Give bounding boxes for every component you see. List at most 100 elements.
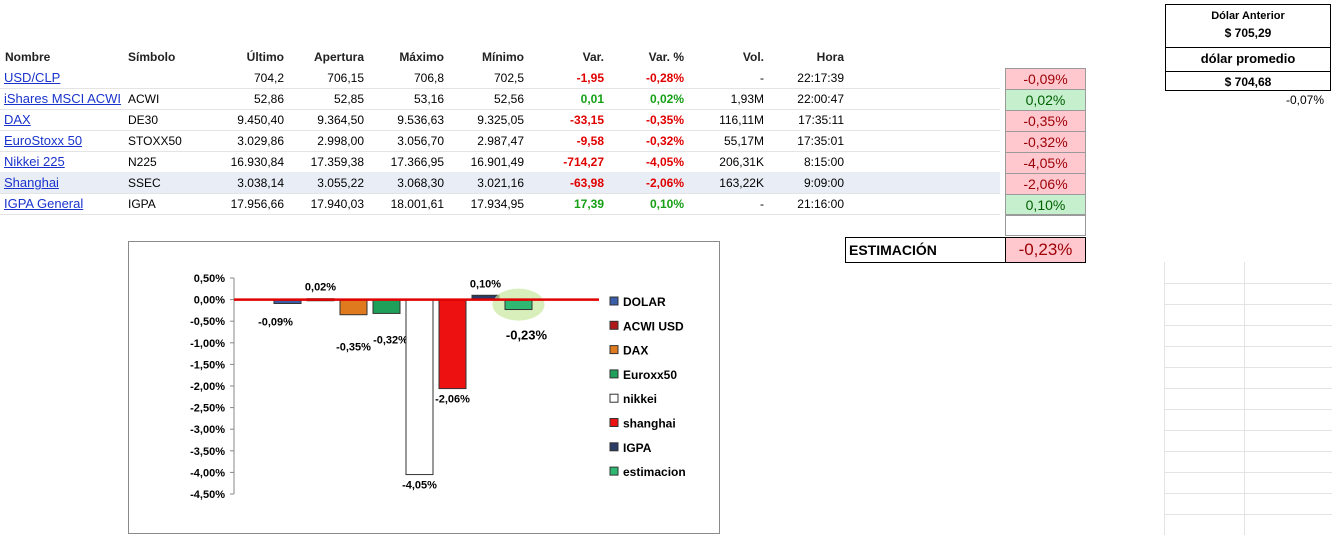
cell-var: -63,98 [569, 176, 604, 190]
grid-line [1164, 388, 1332, 389]
side-pct-cell: -0,35% [1005, 110, 1086, 132]
header-simbolo: Símbolo [128, 50, 176, 64]
cell-open: 52,85 [333, 92, 364, 106]
grid-line [1164, 304, 1332, 305]
table-row: Nikkei 225 N225 16.930,84 17.359,38 17.366,9… [0, 151, 1000, 173]
grid-line [1164, 367, 1332, 368]
data-label: -4,05% [402, 480, 437, 492]
y-tick-label: -2,00% [190, 381, 225, 393]
grid-line [1164, 430, 1332, 431]
y-tick-label: 0,00% [194, 295, 225, 307]
cell-vol: 116,11M [719, 113, 764, 127]
instrument-link[interactable]: DAX [4, 112, 31, 127]
cell-varp: -2,06% [645, 176, 684, 190]
cell-low: 16.901,49 [470, 155, 524, 169]
cell-high: 17.366,95 [390, 155, 444, 169]
cell-last: 3.029,86 [237, 134, 284, 148]
cell-symbol: IGPA [128, 197, 156, 211]
legend-swatch [609, 345, 619, 355]
cell-high: 9.536,63 [397, 113, 444, 127]
y-tick-label: -4,50% [190, 489, 225, 501]
cell-varp: -0,32% [645, 134, 684, 148]
legend-swatch [609, 369, 619, 379]
legend-label: IGPA [623, 441, 652, 455]
table-row: USD/CLP 704,2 706,15 706,8 702,5 -1,95 -0,28% -… [0, 67, 1000, 89]
cell-var: -9,58 [576, 134, 604, 148]
grid-line [1244, 262, 1245, 535]
legend-swatch [609, 418, 619, 427]
instrument-link[interactable]: IGPA General [4, 196, 84, 211]
y-tick-label: -0,50% [190, 316, 225, 328]
legend-label: shanghai [623, 417, 676, 431]
dolar-anterior-label: Dólar Anterior [1211, 10, 1285, 22]
data-label: -0,32% [373, 334, 408, 346]
instrument-link[interactable]: Shanghai [4, 175, 59, 190]
grid-line [1164, 409, 1332, 410]
legend-swatch [609, 442, 619, 452]
header-var: Var. [582, 50, 604, 64]
chart-container[interactable]: 0,50% 0,00% -0,50% -1,00% -1,50% -2,00% -2,50%… [128, 241, 720, 534]
cell-last: 9.450,40 [237, 113, 284, 127]
instrument-link[interactable]: Nikkei 225 [4, 154, 65, 169]
cell-low: 702,5 [493, 71, 524, 85]
legend-swatch [609, 466, 619, 476]
cell-symbol: STOXX50 [128, 134, 182, 148]
dolar-anterior-value: $ 705,29 [1224, 26, 1272, 40]
cell-high: 53,16 [413, 92, 444, 106]
instrument-link[interactable]: USD/CLP [4, 70, 61, 85]
cell-vol: 206,31K [719, 155, 764, 169]
header-minimo: Mínimo [482, 50, 524, 64]
cell-varp: 0,10% [649, 197, 684, 211]
grid-line [1164, 493, 1332, 494]
header-nombre: Nombre [5, 50, 51, 64]
cell-low: 52,56 [493, 92, 524, 106]
grid-line [1164, 262, 1165, 535]
variation-bar-chart: 0,50% 0,00% -0,50% -1,00% -1,50% -2,00% -2,50%… [190, 273, 686, 501]
bar-shanghai [438, 299, 467, 390]
table-row: Shanghai SSEC 3.038,14 3.055,22 3.068,30 3.02… [0, 172, 1000, 194]
side-pct-cell: -2,06% [1005, 173, 1086, 195]
data-label: -0,23% [506, 328, 548, 343]
estimacion-label: ESTIMACIÓN [849, 242, 937, 258]
cell-last: 704,2 [253, 71, 284, 85]
side-pct-cell: -0,32% [1005, 131, 1086, 153]
data-label: -0,35% [336, 342, 371, 354]
cell-last: 3.038,14 [237, 176, 284, 190]
grid-line [1164, 325, 1332, 326]
cell-open: 9.364,50 [317, 113, 364, 127]
y-tick-label: -1,50% [190, 359, 225, 371]
grid-line [1164, 472, 1332, 473]
legend-swatch [609, 393, 619, 403]
header-var-pct: Var. % [648, 50, 684, 64]
y-tick-label: -4,00% [190, 467, 225, 479]
table-row: IGPA General IGPA 17.956,66 17.940,03 18.001… [0, 193, 1000, 215]
legend-swatch [609, 320, 619, 330]
data-label: 0,10% [470, 278, 501, 290]
cell-open: 3.055,22 [317, 176, 364, 190]
legend-label: estimacion [623, 465, 686, 479]
cell-time: 17:35:11 [798, 113, 844, 127]
y-tick-label: -3,50% [190, 446, 225, 458]
cell-high: 18.001,61 [390, 197, 444, 211]
cell-open: 2.998,00 [317, 134, 364, 148]
cell-var: -1,95 [576, 71, 604, 85]
data-label: -2,06% [435, 394, 470, 406]
instrument-link[interactable]: iShares MSCI ACWI [4, 91, 122, 106]
y-tick-label: -2,50% [190, 403, 225, 415]
cell-low: 3.021,16 [477, 176, 524, 190]
cell-last: 52,86 [253, 92, 284, 106]
cell-varp: -0,35% [645, 113, 684, 127]
cell-time: 17:35:01 [797, 134, 844, 148]
bar-euroxx50 [372, 299, 401, 314]
dolar-promedio-box: dólar promedio $ 704,68 [1165, 47, 1331, 91]
cell-time: 22:17:39 [797, 71, 844, 85]
cell-low: 17.934,95 [470, 197, 524, 211]
cell-var: 17,39 [573, 197, 604, 211]
legend-label: Euroxx50 [623, 368, 677, 382]
data-label: -0,09% [258, 316, 293, 328]
legend-label: DOLAR [623, 295, 666, 309]
cell-var: -714,27 [563, 155, 604, 169]
cell-symbol: N225 [128, 155, 157, 169]
table-row: EuroStoxx 50 STOXX50 3.029,86 2.998,00 3.056… [0, 130, 1000, 152]
instrument-link[interactable]: EuroStoxx 50 [4, 133, 83, 148]
